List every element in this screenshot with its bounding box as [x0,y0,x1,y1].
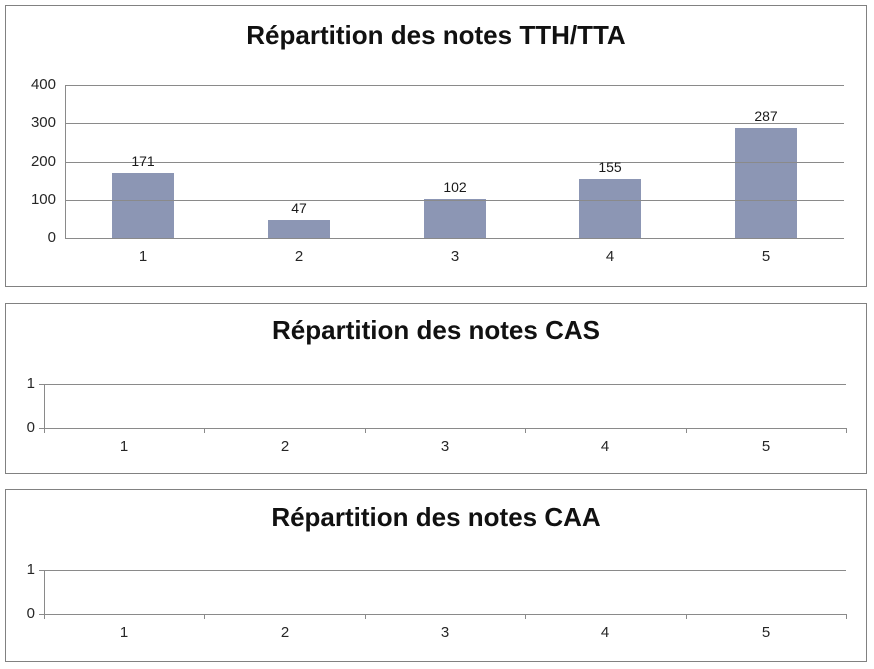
y-tick-label: 1 [26,375,35,392]
x-category-label: 5 [761,624,771,641]
x-axis-tick [686,614,687,619]
bar-category-3 [424,199,486,238]
plot-area-cas: 1 0 1 2 3 4 5 [6,304,866,473]
bar-value-label: 171 [131,153,155,169]
x-category-label: 4 [600,438,610,455]
x-axis-tick [365,614,366,619]
x-axis-tick [846,428,847,433]
x-category-label: 2 [280,624,290,641]
x-category-label: 2 [280,438,290,455]
chart-panel-tth-tta: Répartition des notes TTH/TTA 171 47 102 15… [5,5,867,287]
x-category-label: 3 [440,438,450,455]
bar-category-1 [112,173,174,238]
plot-area-caa: 1 0 1 2 3 4 5 [6,490,866,661]
chart-panel-cas: Répartition des notes CAS 1 0 1 2 3 4 5 [5,303,867,474]
gridline-y-300 [65,123,844,124]
x-axis-tick [686,428,687,433]
gridline-y-0 [44,614,846,615]
x-axis-tick [525,428,526,433]
x-axis-tick [846,614,847,619]
plot-area-tth-tta: 171 47 102 155 287 400 300 200 100 0 1 2 3 4 5 [6,6,866,286]
y-tick-label: 400 [30,76,56,93]
y-axis-tick [39,428,44,429]
x-category-label: 1 [119,624,129,641]
y-axis-tick [39,614,44,615]
x-category-label: 5 [761,438,771,455]
bar-value-label: 47 [291,200,307,216]
y-tick-label: 0 [47,229,56,246]
bar-category-2 [268,220,330,238]
bar-category-5 [735,128,797,238]
gridline-y-200 [65,162,844,163]
bar-value-label: 287 [754,108,778,124]
gridline-y-100 [65,200,844,201]
bar-value-label: 102 [443,179,467,195]
y-tick-label: 0 [26,419,35,436]
chart-title-caa: Répartition des notes CAA [271,502,601,532]
y-tick-label: 0 [26,605,35,622]
y-axis [44,570,45,614]
x-axis-tick [204,614,205,619]
x-axis-tick [365,428,366,433]
x-axis-tick [44,614,45,619]
x-category-label: 5 [761,248,771,265]
y-tick-label: 300 [30,114,56,131]
gridline-y-400 [65,85,844,86]
y-axis [44,384,45,428]
x-category-label: 2 [294,248,304,265]
y-axis-tick [39,570,44,571]
y-tick-label: 1 [26,561,35,578]
chart-title-tth-tta: Répartition des notes TTH/TTA [246,20,626,50]
x-category-label: 3 [450,248,460,265]
chart-title-cas: Répartition des notes CAS [272,315,600,345]
y-tick-label: 100 [30,191,56,208]
gridline-y-1 [44,384,846,385]
bar-value-label: 155 [598,159,622,175]
y-tick-label: 200 [30,153,56,170]
x-category-label: 4 [600,624,610,641]
y-axis [65,85,66,238]
x-category-label: 4 [605,248,615,265]
chart-panel-caa: Répartition des notes CAA 1 0 1 2 3 4 5 [5,489,867,662]
x-axis-tick [44,428,45,433]
bar-category-4 [579,179,641,238]
gridline-y-0 [44,428,846,429]
y-axis-tick [39,384,44,385]
gridline-y-0 [65,238,844,239]
x-category-label: 3 [440,624,450,641]
gridline-y-1 [44,570,846,571]
x-category-label: 1 [119,438,129,455]
x-category-label: 1 [138,248,148,265]
x-axis-tick [525,614,526,619]
x-axis-tick [204,428,205,433]
